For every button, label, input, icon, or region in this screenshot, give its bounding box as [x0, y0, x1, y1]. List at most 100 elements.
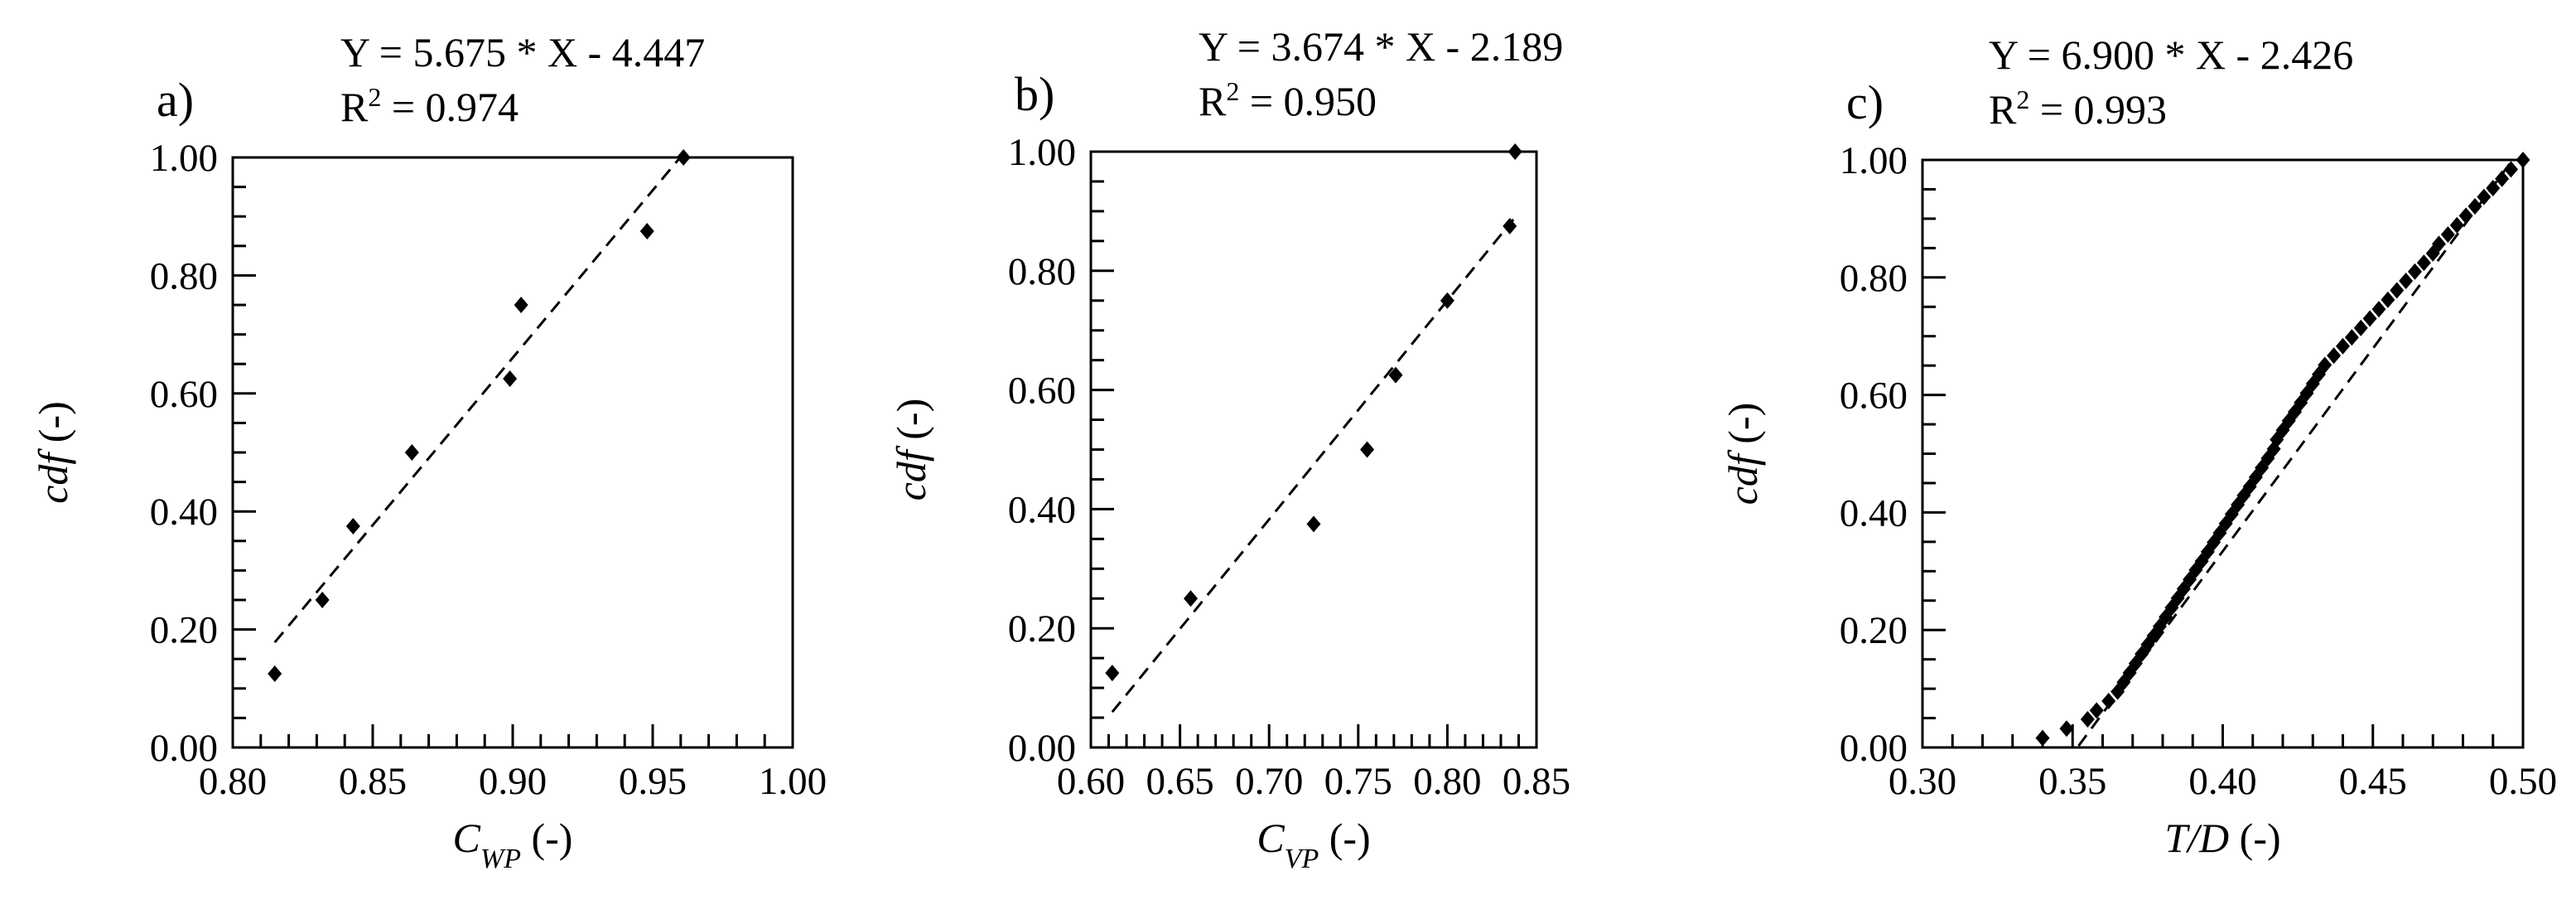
- y-tick-label: 0.20: [150, 609, 218, 652]
- x-tick-label: 0.35: [2038, 760, 2106, 803]
- y-tick-label: 0.40: [150, 491, 218, 534]
- fit-line: [273, 149, 687, 644]
- y-tick-label: 0.00: [1840, 727, 1908, 770]
- plot-frame: [231, 156, 794, 749]
- data-point: [676, 149, 691, 166]
- data-point: [268, 665, 282, 682]
- data-point: [2458, 207, 2473, 225]
- y-tick-label: 0.60: [1008, 370, 1076, 413]
- data-point: [2101, 692, 2116, 709]
- data-point: [2399, 273, 2414, 290]
- regression-equation: Y = 3.674 * X - 2.189: [1199, 23, 1563, 70]
- data-point: [2327, 347, 2342, 365]
- data-point: [345, 518, 360, 534]
- regression-equation: Y = 5.675 * X - 4.447: [340, 29, 705, 75]
- panel-c: 0.30 0.35 0.40 0.45 0.50 0.00 0.20 0.40 0.60 0.80…: [1720, 31, 2557, 861]
- data-point: [2035, 729, 2050, 747]
- y-tick-label: 0.80: [150, 254, 218, 297]
- x-tick-label: 0.90: [479, 760, 547, 803]
- y-axis-title: cdf (-): [888, 399, 934, 501]
- data-point: [2390, 282, 2405, 299]
- panel-label: a): [157, 73, 194, 127]
- x-tick-label: 0.70: [1235, 760, 1303, 803]
- x-tick-label: 0.30: [1889, 760, 1956, 803]
- y-tick-label: 0.80: [1008, 250, 1076, 293]
- data-point: [2416, 254, 2431, 272]
- panel-label: b): [1015, 67, 1054, 121]
- y-tick-label: 0.40: [1008, 488, 1076, 531]
- x-tick-label: 0.75: [1324, 760, 1392, 803]
- x-tick-label: 0.95: [619, 760, 687, 803]
- data-point: [1440, 292, 1454, 309]
- data-point: [639, 223, 654, 239]
- data-point: [1503, 217, 1517, 235]
- x-axis-title: CVP (-): [1257, 815, 1370, 874]
- data-point: [1360, 441, 1375, 458]
- r-squared-label: R2 = 0.950: [1199, 76, 1377, 124]
- data-point: [1306, 515, 1321, 533]
- data-point: [514, 297, 528, 313]
- data-point: [2059, 720, 2074, 738]
- data-point: [2318, 356, 2332, 374]
- data-point: [1184, 590, 1199, 607]
- data-point: [2516, 152, 2530, 168]
- x-tick-label: 0.40: [2188, 760, 2256, 803]
- x-tick-label: 0.85: [1503, 760, 1570, 803]
- data-point: [2089, 702, 2104, 719]
- x-tick-label: 0.45: [2339, 760, 2407, 803]
- y-tick-label: 0.80: [1840, 257, 1908, 300]
- data-point: [2477, 188, 2492, 206]
- y-tick-label: 0.40: [1840, 491, 1908, 534]
- fit-line: [2077, 157, 2516, 747]
- x-tick-label: 0.80: [1413, 760, 1481, 803]
- r-squared-label: R2 = 0.993: [1989, 85, 2167, 133]
- fit-line: [1111, 218, 1515, 713]
- y-tick-label: 0.00: [1008, 727, 1076, 770]
- x-axis-title: CWP (-): [453, 815, 573, 874]
- x-tick-label: 0.60: [1057, 760, 1125, 803]
- data-point: [1388, 366, 1403, 384]
- data-point: [404, 444, 419, 461]
- x-tick-label: 0.85: [339, 760, 407, 803]
- data-point: [2495, 170, 2510, 187]
- data-point: [315, 592, 330, 608]
- x-tick-label: 0.80: [199, 760, 267, 803]
- data-point: [1507, 143, 1522, 160]
- data-point: [2432, 235, 2446, 253]
- x-tick-label: 0.50: [2489, 760, 2557, 803]
- r-squared-label: R2 = 0.974: [340, 82, 519, 130]
- data-point: [2353, 319, 2368, 336]
- y-axis-title: cdf (-): [30, 401, 76, 504]
- x-tick-label: 0.65: [1146, 760, 1213, 803]
- y-tick-label: 1.00: [1008, 131, 1076, 174]
- data-point: [2486, 180, 2501, 197]
- y-tick-label: 0.20: [1008, 607, 1076, 651]
- x-axis-title: T/D (-): [2164, 815, 2280, 861]
- y-tick-label: 0.60: [1840, 375, 1908, 418]
- panel-a: 0.80 0.85 0.90 0.95 1.00 0.00 0.20 0.40 0.60 0.80…: [30, 29, 827, 874]
- x-tick-label: 1.00: [759, 760, 827, 803]
- y-tick-label: 1.00: [1840, 139, 1908, 182]
- data-point: [2440, 226, 2455, 244]
- data-point: [503, 370, 518, 387]
- y-tick-label: 0.60: [150, 373, 218, 416]
- panel-b: 0.60 0.65 0.70 0.75 0.80 0.85 0.00 0.20 0.40 0.60…: [888, 23, 1570, 874]
- data-point: [2344, 329, 2359, 346]
- data-point: [2362, 310, 2377, 327]
- data-point: [1105, 665, 1120, 682]
- y-tick-label: 0.00: [150, 727, 218, 770]
- data-point: [2408, 263, 2422, 280]
- data-point: [2080, 710, 2095, 728]
- regression-equation: Y = 6.900 * X - 2.426: [1989, 31, 2353, 78]
- data-point: [2371, 301, 2386, 318]
- y-tick-label: 1.00: [150, 137, 218, 180]
- panel-label: c): [1846, 75, 1884, 129]
- data-point: [2449, 216, 2464, 234]
- data-point: [2504, 161, 2518, 178]
- data-point: [2381, 291, 2395, 308]
- data-point: [2467, 198, 2482, 215]
- data-point: [2336, 337, 2350, 355]
- y-tick-label: 0.20: [1840, 609, 1908, 652]
